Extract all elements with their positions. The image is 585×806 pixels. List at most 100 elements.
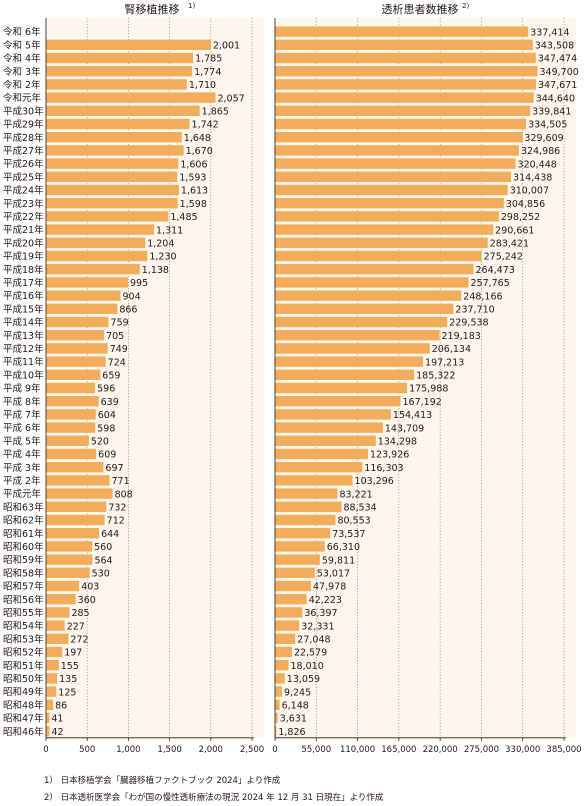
dialysis-bar [275,382,408,394]
dialysis-bar [275,105,531,116]
dialysis-value-label: 9,245 [284,687,311,698]
dialysis-bar [275,646,292,658]
dialysis-tick-label: 55,000 [301,745,331,755]
kidney-transplant-value-label: 1,774 [194,67,221,78]
dialysis-value-label: 329,609 [524,133,563,144]
category-label: 令和 6年 [3,26,41,38]
dialysis-tick-label: 275,000 [464,745,499,755]
kidney-transplant-bar [46,303,118,314]
dialysis-value-label: 36,397 [304,608,337,619]
kidney-transplant-value-label: 2,001 [213,41,240,52]
kidney-transplant-bar [46,330,105,341]
category-label: 平成12年 [3,343,44,355]
category-label: 昭和53年 [3,633,44,645]
kidney-transplant-value-label: 285 [71,608,89,619]
kidney-transplant-value-label: 227 [67,621,85,632]
kidney-transplant-bar [46,184,179,196]
category-label: 昭和56年 [3,594,44,606]
kidney-transplant-value-label: 705 [106,331,124,342]
kidney-transplant-value-label: 1,606 [180,159,207,170]
kidney-transplant-value-label: 2,057 [217,93,244,104]
kidney-transplant-value-label: 712 [107,516,125,527]
dialysis-value-label: 6,148 [282,701,309,712]
kidney-transplant-title: 腎移植推移 [125,2,180,16]
dialysis-value-label: 47,978 [313,582,346,593]
dialysis-tick-label: 220,000 [423,745,458,755]
kidney-transplant-value-label: 1,742 [192,120,219,131]
kidney-transplant-value-label: 360 [78,595,96,606]
kidney-transplant-value-label: 598 [97,423,115,434]
dialysis-value-label: 298,252 [501,212,540,223]
dialysis-value-label: 197,213 [425,357,464,368]
kidney-transplant-bar [46,541,93,552]
category-label: 平成17年 [3,277,44,289]
dialysis-bar [275,448,369,460]
dialysis-bar [275,343,430,354]
kidney-transplant-bar [46,660,59,671]
dialysis-value-label: 347,474 [538,54,577,65]
category-label: 平成14年 [3,317,44,329]
dialysis-value-label: 27,048 [297,635,330,646]
kidney-transplant-bar [46,343,108,354]
category-label: 平成21年 [3,224,44,236]
kidney-transplant-value-label: 659 [102,371,120,382]
kidney-transplant-bar [46,501,107,512]
dialysis-bar [275,607,303,618]
category-label: 平成 9年 [3,383,41,395]
category-label: 昭和61年 [3,528,44,540]
kidney-transplant-value-label: 771 [112,476,130,487]
category-label: 令和元年 [3,92,42,104]
dialysis-bar [275,567,315,578]
kidney-transplant-bar [46,171,178,182]
category-label: 昭和57年 [3,581,44,593]
dialysis-value-label: 283,421 [490,239,529,250]
category-label: 昭和49年 [3,686,44,698]
dialysis-value-label: 248,166 [463,291,502,302]
dialysis-value-label: 42,223 [309,595,342,606]
category-label: 平成30年 [3,105,44,117]
kidney-transplant-value-label: 1,230 [149,252,176,263]
kidney-transplant-bar [46,620,65,631]
dialysis-value-label: 275,242 [484,252,523,263]
dialysis-bar [275,26,529,37]
dialysis-bar [275,660,289,671]
category-label: 昭和50年 [3,673,44,685]
kidney-transplant-bar [46,382,96,394]
kidney-transplant-bar [46,118,190,130]
dialysis-value-label: 320,448 [518,159,557,170]
kidney-transplant-value-label: 86 [55,701,67,712]
dialysis-bar [275,528,331,539]
kidney-transplant-bar [46,224,155,235]
category-label: 昭和54年 [3,620,44,632]
dialysis-bar [275,409,391,420]
dialysis-bar [275,462,363,473]
category-label: 平成18年 [3,264,44,276]
category-label: 昭和62年 [3,515,44,527]
dialysis-bar [275,488,338,499]
dialysis-value-label: 154,413 [393,410,432,421]
dialysis-value-label: 88,534 [343,503,376,514]
dialysis-bar [275,501,342,512]
dialysis-bar [275,224,494,235]
kidney-transplant-bar [46,646,63,658]
kidney-transplant-value-label: 41 [51,714,63,725]
kidney-transplant-value-label: 1,710 [189,80,216,91]
kidney-transplant-bar [46,580,80,592]
dialysis-value-label: 18,010 [291,661,324,672]
dialysis-bar [275,726,277,737]
category-label: 平成11年 [3,356,44,368]
kidney-transplant-bar [46,211,169,222]
kidney-transplant-title-footnote-ref: 1) [188,2,195,10]
dialysis-value-label: 257,765 [470,278,509,289]
dialysis-bar [275,250,482,262]
kidney-transplant-bar [46,66,193,77]
kidney-transplant-value-label: 644 [101,529,119,540]
dialysis-value-label: 219,183 [442,331,481,342]
dialysis-bar [275,79,536,90]
dialysis-bar [275,290,462,301]
dialysis-bar [275,184,508,196]
dialysis-tick-label: 330,000 [505,745,540,755]
dialysis-bar [275,594,307,605]
kidney-transplant-value-label: 1,865 [202,107,229,118]
kidney-transplant-bar [46,92,216,103]
